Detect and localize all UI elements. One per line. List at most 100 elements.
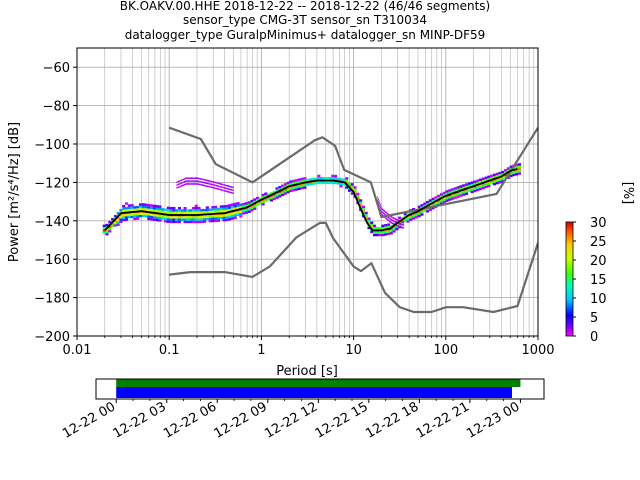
psd-density-cell bbox=[451, 195, 455, 198]
psd-density-cell bbox=[233, 211, 237, 215]
psd-density-cell bbox=[211, 205, 215, 209]
psd-density-cell bbox=[216, 210, 221, 213]
psd-density-cell bbox=[442, 194, 446, 197]
psd-density-cell bbox=[122, 207, 126, 210]
psd-density-cell bbox=[506, 169, 510, 173]
psd-density-cell bbox=[247, 203, 251, 207]
psd-density-cell bbox=[364, 216, 368, 219]
psd-density-cell bbox=[200, 215, 204, 219]
psd-density-cell bbox=[401, 223, 403, 226]
psd-density-cell bbox=[214, 215, 218, 218]
psd-density-cell bbox=[236, 206, 240, 210]
psd-density-cell bbox=[155, 205, 159, 208]
psd-density-cell bbox=[164, 208, 168, 211]
psd-density-cell bbox=[504, 173, 508, 177]
psd-density-cell bbox=[108, 225, 112, 228]
psd-density-cell bbox=[244, 209, 248, 212]
psd-density-cell bbox=[350, 185, 354, 188]
psd-density-cell bbox=[400, 219, 404, 222]
psd-density-cell bbox=[428, 201, 432, 205]
psd-density-cell bbox=[487, 182, 491, 185]
psd-density-cell bbox=[334, 177, 338, 180]
psd-density-cell bbox=[381, 233, 385, 237]
psd-density-cell bbox=[417, 214, 421, 218]
psd-density-cell bbox=[247, 210, 251, 213]
psd-density-cell bbox=[147, 208, 151, 211]
psd-density-cell bbox=[442, 200, 446, 204]
psd-density-cell bbox=[147, 217, 151, 221]
psd-density-cell bbox=[183, 211, 187, 214]
psd-density-cell bbox=[425, 200, 430, 204]
psd-density-cell bbox=[278, 192, 282, 196]
psd-density-cell bbox=[509, 174, 513, 178]
psd-density-cell bbox=[133, 215, 137, 218]
psd-density-cell bbox=[219, 216, 223, 220]
psd-density-cell bbox=[334, 174, 338, 178]
psd-density-cell bbox=[391, 216, 393, 218]
psd-density-cell bbox=[200, 211, 204, 214]
psd-density-cell bbox=[431, 200, 435, 203]
psd-density-cell bbox=[195, 177, 197, 180]
psd-density-cell bbox=[202, 178, 204, 181]
psd-density-cell bbox=[239, 203, 243, 207]
psd-density-cell bbox=[292, 182, 296, 185]
psd-density-cell bbox=[152, 207, 156, 210]
psd-density-cell bbox=[381, 210, 383, 212]
psd-density-cell bbox=[387, 216, 389, 219]
psd-density-cell bbox=[203, 208, 207, 212]
psd-density-cell bbox=[225, 214, 229, 217]
psd-density-cell bbox=[412, 217, 416, 220]
mean-psd bbox=[104, 168, 518, 232]
psd-density-cell bbox=[150, 206, 154, 210]
psd-density-cell bbox=[391, 216, 393, 219]
psd-density-cell bbox=[364, 211, 368, 215]
psd-density-cell bbox=[175, 209, 179, 212]
psd-density-cell bbox=[373, 226, 377, 230]
psd-density-cell bbox=[215, 184, 217, 187]
psd-density-cell bbox=[478, 187, 483, 191]
psd-density-cell bbox=[453, 194, 457, 197]
psd-density-cell bbox=[492, 180, 496, 184]
psd-density-cell bbox=[356, 197, 360, 200]
psd-density-cell bbox=[448, 196, 452, 199]
psd-density-cell bbox=[425, 203, 430, 206]
psd-density-cell bbox=[297, 185, 301, 188]
psd-density-cell bbox=[490, 174, 494, 178]
psd-density-cell bbox=[264, 192, 268, 195]
psd-density-cell bbox=[193, 183, 196, 185]
psd-density-cell bbox=[370, 223, 374, 227]
psd-density-cell bbox=[261, 203, 265, 206]
psd-density-cell bbox=[222, 205, 226, 208]
psd-density-cell bbox=[490, 176, 494, 180]
psd-density-cell bbox=[130, 208, 134, 212]
psd-density-cell bbox=[138, 207, 143, 211]
psd-density-cell bbox=[176, 184, 178, 186]
psd-density-cell bbox=[501, 177, 505, 181]
psd-density-cell bbox=[177, 216, 182, 219]
psd-density-cell bbox=[334, 181, 338, 185]
psd-density-cell bbox=[175, 216, 179, 219]
psd-density-cell bbox=[392, 216, 394, 219]
psd-density-cell bbox=[228, 204, 232, 207]
psd-density-cell bbox=[179, 182, 181, 185]
psd-density-cell bbox=[190, 180, 193, 182]
psd-density-cell bbox=[205, 206, 209, 209]
psd-density-cell bbox=[367, 222, 371, 225]
psd-density-cell bbox=[215, 181, 217, 184]
psd-density-cell bbox=[187, 180, 190, 182]
psd-density-cell bbox=[208, 215, 212, 218]
psd-density-cell bbox=[283, 185, 287, 188]
psd-density-cell bbox=[300, 184, 304, 188]
psd-density-cell bbox=[423, 204, 427, 208]
psd-density-cell bbox=[203, 218, 207, 221]
colorbar-ticks: 0 5 10 15 20 25 30 bbox=[573, 216, 607, 345]
y-tick-label: −120 bbox=[34, 176, 70, 191]
psd-density-cell bbox=[278, 185, 282, 189]
psd-density-cell bbox=[116, 216, 120, 220]
psd-density-cell bbox=[331, 181, 335, 185]
psd-density-cell bbox=[470, 190, 474, 194]
psd-density-cell bbox=[130, 213, 134, 216]
psd-density-cell bbox=[385, 217, 387, 220]
psd-density-cell bbox=[401, 226, 403, 229]
psd-density-cell bbox=[412, 214, 416, 218]
